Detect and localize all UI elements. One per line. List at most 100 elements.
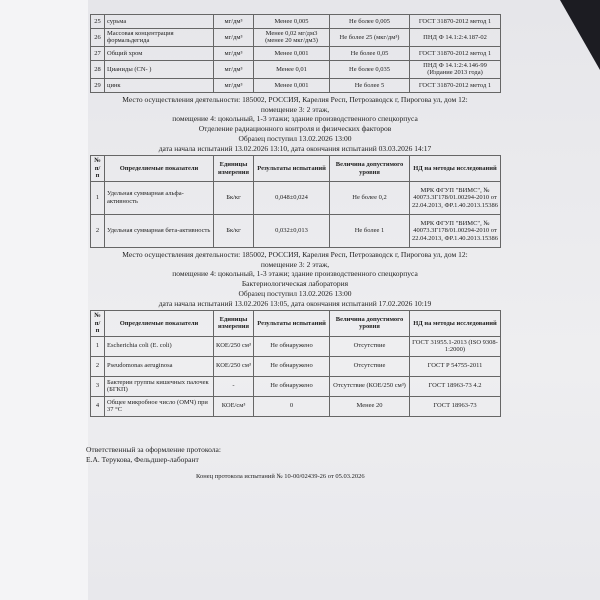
cell: мг/дм³ [213,77,254,93]
table-row: 1 Escherichia coli (E. coli) КОЕ/250 см³ Не… [90,335,501,357]
info-line: Место осуществления деятельности: 185002… [122,249,468,259]
cell: мг/дм³ [213,45,254,61]
info-line: Место осуществления деятельности: 185002… [122,94,468,104]
cell: 25 [90,14,105,29]
cell: КОЕ/см³ [213,395,254,417]
protocol-end: Конец протокола испытаний № 10-00/02439-… [196,472,365,480]
cell: 1 [90,335,105,357]
cell: Массовая концентрация формальдегида [104,28,214,47]
cell: Не более 25 (мкг/дм³) [329,28,410,47]
cell: ПНД Ф 14.1:2:4.187-02 [409,28,501,47]
cell: мг/дм³ [213,14,254,29]
table-header: № п/п Определяемые показатели Единицы изме… [90,155,501,182]
cell: ПНД Ф 14.1:2:4.146-99 (Издание 2013 года… [409,59,501,79]
cell: ГОСТ 31870-2012 метод 1 [409,45,501,61]
info-line: помещение 4: цокольный, 1-3 этажи; здани… [172,114,418,124]
cell: Менее 0,001 [253,77,330,93]
cell: ГОСТ 31955.1-2013 (ISO 9308-1:2000) [409,335,501,357]
info-line: Образец поступил 13.02.2026 13:00 [238,288,352,298]
cell: Не обнаружено [253,355,330,377]
table-row: 25 сурьма мг/дм³ Менее 0,005 Не более 0,005 Г… [90,14,501,29]
cell: Не более 0,005 [329,14,410,29]
responsible-person: Е.А. Терукова, Фельдшер-лаборант [86,454,199,464]
cell: Величина допустимого уровня [329,310,410,337]
cell: Pseudomonas aeruginosa [104,355,214,377]
cell: 26 [90,28,105,47]
cell: Не обнаружено [253,335,330,357]
table-row: 28 Цианиды (CN- ) мг/дм³ Менее 0,01 Не более… [90,59,501,79]
cell: 2 [90,355,105,377]
cell: НД на методы исследований [409,310,501,337]
info-line: дата начала испытаний 13.02.2026 13:10, … [158,143,432,153]
cell: Менее 0,01 [253,59,330,79]
cell: мг/дм³ [213,28,254,47]
info-line: дата начала испытаний 13.02.2026 13:05, … [158,298,432,308]
table-row: 29 цинк мг/дм³ Менее 0,001 Не более 5 ГОСТ 31… [90,77,501,93]
cell: Не более 0,2 [329,180,410,215]
cell: ГОСТ 18963-73 [409,395,501,417]
cell: - [213,375,254,397]
table-chemical: 25 сурьма мг/дм³ Менее 0,005 Не более 0,005 Г… [90,14,501,93]
cell: Менее 0,02 мг/дм3 (менее 20 мкг/дм3) [253,28,330,47]
spacer [90,417,500,445]
cell: Удельная суммарная альфа-активность [104,180,214,215]
section-bacteria-info: Место осуществления деятельности: 185002… [90,248,500,311]
cell: 28 [90,59,105,79]
cell: Бк/кг [213,213,254,248]
cell: Бактерии группы кишечных палочек (БГКП) [104,375,214,397]
info-line: Образец поступил 13.02.2026 13:00 [238,133,352,143]
responsible-label: Ответственный за оформление протокола: [86,444,221,454]
cell: 2 [90,213,105,248]
cell: мг/дм³ [213,59,254,79]
info-line: помещение 3: 2 этаж, [260,104,330,114]
cell: НД на методы исследований [409,155,501,182]
cell: № п/п [90,155,105,182]
cell: 27 [90,45,105,61]
cell: сурьма [104,14,214,29]
cell: КОЕ/250 см³ [213,335,254,357]
cell: Отсутствие [329,335,410,357]
table-bacteria: № п/п Определяемые показатели Единицы изме… [90,310,501,417]
cell: Единицы измерения [213,155,254,182]
cell: 4 [90,395,105,417]
cell: Менее 0,005 [253,14,330,29]
cell: Цианиды (CN- ) [104,59,214,79]
cell: Определяемые показатели [104,310,214,337]
cell: Единицы измерения [213,310,254,337]
cell: Не более 1 [329,213,410,248]
cell: цинк [104,77,214,93]
cell: 1 [90,180,105,215]
table-row: 27 Общий хром мг/дм³ Менее 0,001 Не более 0,… [90,45,501,61]
background-corner [560,0,600,70]
cell: Общее микробное число (ОМЧ) при 37 °С [104,395,214,417]
cell: Величина допустимого уровня [329,155,410,182]
info-line: Отделение радиационного контроля и физич… [198,124,392,134]
cell: 0 [253,395,330,417]
table-row: 3 Бактерии группы кишечных палочек (БГКП)… [90,375,501,397]
cell: ГОСТ Р 54755-2011 [409,355,501,377]
table-row: 4 Общее микробное число (ОМЧ) при 37 °С КО… [90,395,501,417]
info-line: помещение 4: цокольный, 1-3 этажи; здани… [172,269,418,279]
section-radiation-info: Место осуществления деятельности: 185002… [90,93,500,156]
table-row: 1 Удельная суммарная альфа-активность Бк/к… [90,180,501,215]
cell: 0,032±0,013 [253,213,330,248]
cell: Удельная суммарная бета-активность [104,213,214,248]
cell: Escherichia coli (E. coli) [104,335,214,357]
cell: Общий хром [104,45,214,61]
table-row: 26 Массовая концентрация формальдегида мг/… [90,28,501,47]
cell: Определяемые показатели [104,155,214,182]
cell: Результаты испытаний [253,155,330,182]
cell: Результаты испытаний [253,310,330,337]
document-content: 25 сурьма мг/дм³ Менее 0,005 Не более 0,005 Г… [86,0,501,500]
table-row: 2 Pseudomonas aeruginosa КОЕ/250 см³ Не обн… [90,355,501,377]
document-page [88,0,600,600]
cell: Не более 5 [329,77,410,93]
cell: МРК ФГУП "ВИМС", № 40073.3Г178/01.00294-… [409,180,501,215]
table-radiation: № п/п Определяемые показатели Единицы изме… [90,155,501,248]
cell: Менее 20 [329,395,410,417]
cell: 3 [90,375,105,397]
cell: ГОСТ 31870-2012 метод 1 [409,77,501,93]
table-row: 2 Удельная суммарная бета-активность Бк/кг… [90,213,501,248]
cell: Менее 0,001 [253,45,330,61]
cell: Бк/кг [213,180,254,215]
